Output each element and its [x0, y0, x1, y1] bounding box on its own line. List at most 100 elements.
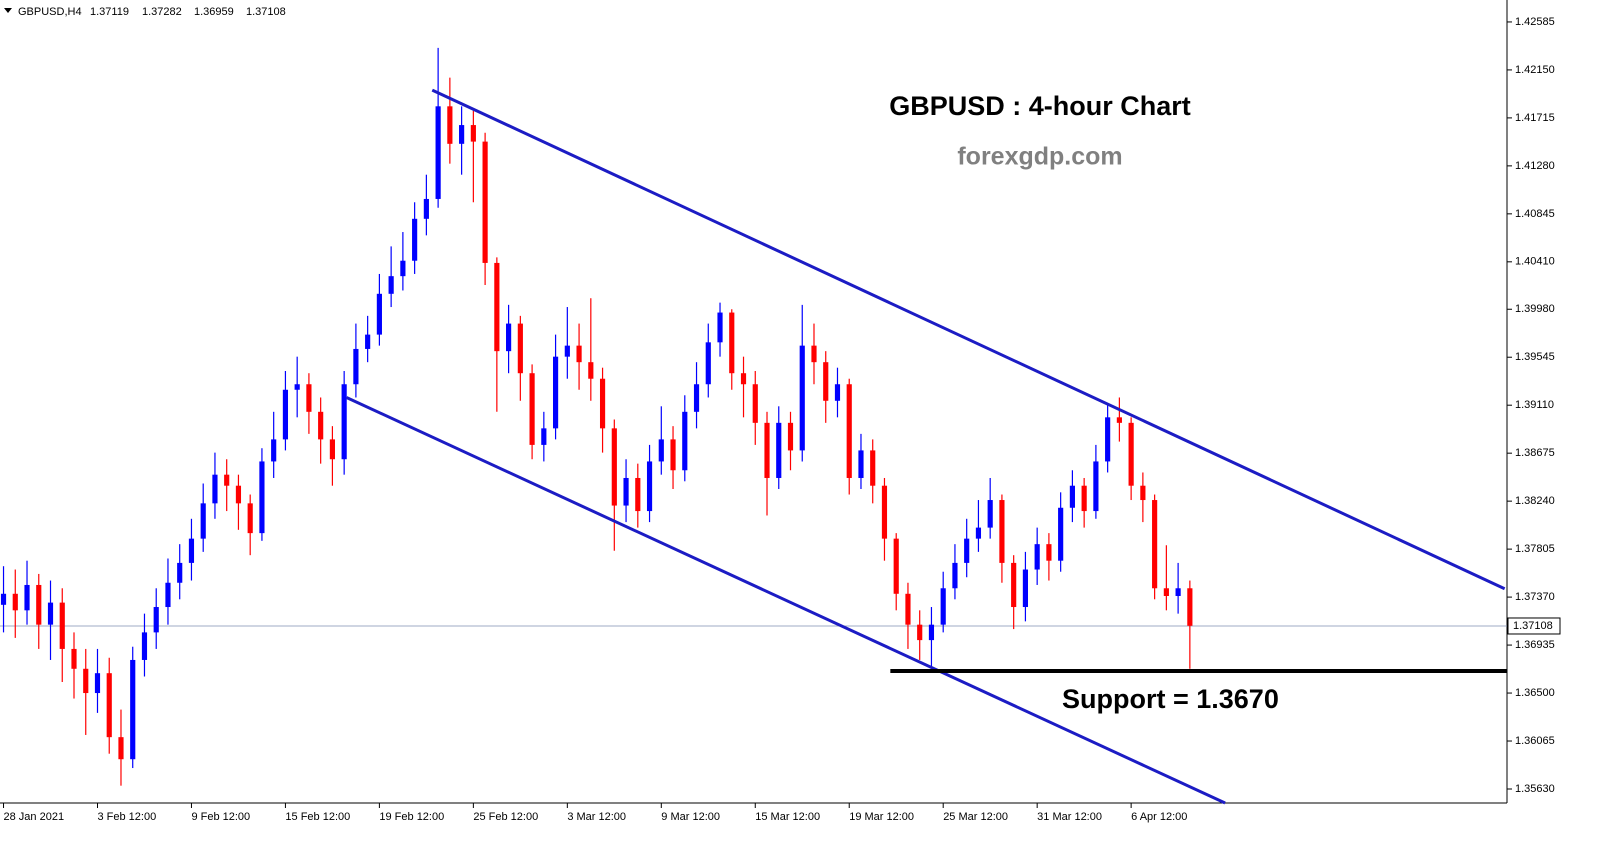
candle-body [1152, 500, 1158, 589]
y-tick-label: 1.39545 [1515, 351, 1555, 363]
trend-line [345, 396, 1226, 805]
candle-body [36, 584, 42, 625]
candle-body [552, 356, 559, 429]
candle-body [259, 461, 265, 534]
candle-body [1069, 485, 1075, 508]
candle-body [623, 477, 629, 506]
candle-body [376, 293, 382, 335]
y-tick-label: 1.42585 [1515, 16, 1555, 28]
candle-body [576, 345, 582, 363]
x-tick-label: 31 Mar 12:00 [1037, 811, 1102, 823]
candle-body [1022, 569, 1029, 608]
candle-body [1093, 461, 1099, 512]
candle-body [0, 593, 7, 605]
candle-body [282, 389, 289, 440]
candle-body [776, 422, 782, 478]
candle-body [188, 538, 195, 563]
candle-body [482, 141, 488, 263]
x-tick-label: 3 Feb 12:00 [97, 811, 156, 823]
candle-body [224, 474, 230, 486]
header-value: 1.37108 [246, 6, 286, 18]
candle-body [729, 312, 735, 374]
y-tick-label: 1.39110 [1515, 399, 1554, 411]
chart-title: GBPUSD : 4-hour Chart [889, 91, 1191, 121]
y-tick-label: 1.39980 [1515, 303, 1555, 315]
candle-body [423, 198, 429, 219]
candle-body [1011, 562, 1017, 608]
candle-body [917, 624, 923, 641]
candle-body [646, 461, 653, 512]
x-tick-label: 19 Mar 12:00 [849, 811, 914, 823]
candle-body [118, 737, 124, 760]
y-tick-label: 1.37370 [1515, 591, 1555, 603]
candle-body [870, 450, 876, 486]
candle-body [564, 345, 570, 357]
candle-body [294, 384, 300, 390]
candle-body [693, 384, 700, 412]
candle-body [318, 411, 324, 440]
x-tick-label: 15 Feb 12:00 [285, 811, 350, 823]
candle-body [177, 562, 183, 583]
candle-body [787, 422, 794, 451]
candle-body [1175, 588, 1181, 596]
x-tick-label: 25 Mar 12:00 [943, 811, 1008, 823]
candle-body [412, 218, 418, 261]
candle-body [952, 562, 958, 589]
candle-body [83, 668, 89, 694]
candle-body [1034, 544, 1040, 570]
candle-body [1140, 485, 1146, 501]
candle-body [94, 673, 101, 694]
candle-body [435, 106, 441, 199]
candle-body [353, 348, 359, 385]
candle-body [881, 485, 888, 539]
candle-body [846, 384, 852, 478]
header-value: 1.36959 [194, 6, 234, 18]
y-tick-label: 1.38240 [1515, 495, 1555, 507]
x-tick-label: 9 Feb 12:00 [191, 811, 250, 823]
candle-body [682, 411, 688, 471]
y-tick-label: 1.41715 [1515, 112, 1555, 124]
candle-body [764, 422, 770, 478]
header-value: 1.37282 [142, 6, 182, 18]
candle-body [388, 276, 394, 294]
candle-body [200, 503, 206, 539]
candle-body [635, 477, 641, 512]
y-tick-label: 1.35630 [1515, 783, 1555, 795]
candle-body [905, 593, 911, 625]
candle-body [494, 262, 500, 352]
candle-body [59, 602, 65, 649]
candle-body [447, 106, 453, 144]
candle-body [752, 384, 758, 423]
candle-body [940, 588, 946, 625]
candle-body [71, 648, 77, 669]
y-tick-label: 1.36065 [1515, 735, 1555, 747]
candle-body [987, 500, 993, 528]
header-ohlc: 1.37119 1.37282 1.36959 1.37108 [90, 6, 286, 18]
x-tick-label: 3 Mar 12:00 [567, 811, 626, 823]
y-tick-label: 1.36500 [1515, 687, 1555, 699]
candle-body [271, 439, 277, 462]
price-box [1507, 617, 1561, 635]
candle-body [599, 378, 606, 429]
candle-body [130, 659, 136, 760]
candle-body [235, 485, 242, 504]
candle-body [740, 373, 747, 385]
candle-body [24, 584, 30, 611]
candle-body [717, 312, 723, 343]
candle-body [459, 125, 465, 144]
candle-body [975, 527, 982, 539]
candle-body [670, 439, 676, 471]
candle-body [506, 323, 512, 352]
candle-body [928, 624, 935, 641]
candle-body [365, 334, 371, 349]
candle-body [858, 450, 864, 478]
x-tick-label: 9 Mar 12:00 [661, 811, 720, 823]
candle-body [400, 260, 406, 277]
candle-body [1046, 544, 1052, 561]
header-value: 1.37119 [90, 6, 129, 18]
x-tick-label: 6 Apr 12:00 [1131, 811, 1187, 823]
candle-body [1163, 588, 1169, 596]
candle-body [341, 384, 347, 460]
x-tick-label: 19 Feb 12:00 [379, 811, 444, 823]
